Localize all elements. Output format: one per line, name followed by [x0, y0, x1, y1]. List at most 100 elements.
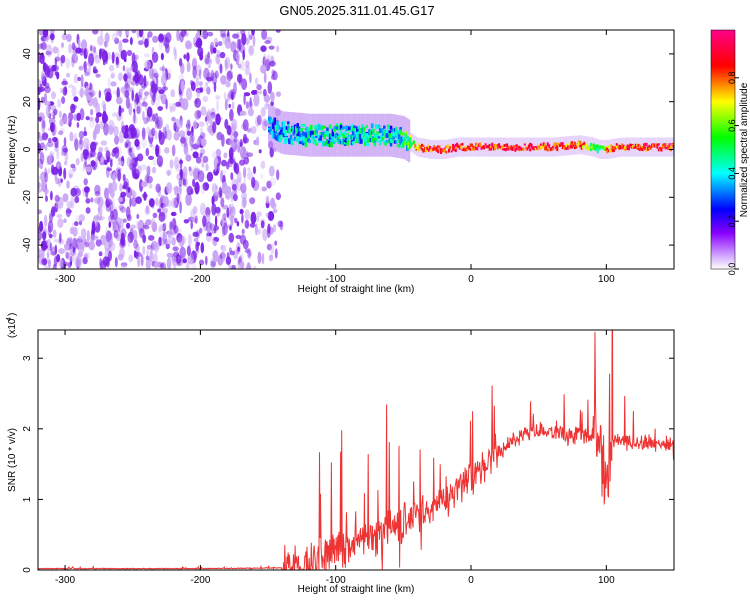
signal-cell [305, 131, 309, 137]
signal-cell [331, 136, 335, 142]
noise-speckle [264, 103, 269, 110]
noise-speckle [235, 179, 243, 192]
signal-halo [596, 139, 600, 159]
noise-speckle [161, 93, 167, 105]
noise-speckle [41, 119, 46, 129]
noise-speckle [192, 151, 199, 159]
signal-cell [649, 146, 652, 150]
noise-speckle [180, 137, 186, 144]
noise-speckle [85, 166, 92, 173]
signal-cell [338, 139, 341, 143]
signal-cell [274, 129, 278, 135]
noise-speckle [171, 253, 177, 266]
signal-cell [389, 125, 393, 130]
noise-speckle [73, 221, 79, 227]
noise-speckle [38, 30, 45, 36]
noise-speckle [136, 129, 141, 138]
noise-speckle [66, 33, 72, 43]
signal-cell [360, 138, 363, 144]
signal-cell [554, 146, 557, 150]
noise-speckle [253, 265, 257, 269]
noise-speckle [131, 89, 134, 102]
noise-speckle [258, 227, 263, 235]
noise-speckle [144, 206, 151, 216]
noise-speckle [192, 120, 198, 130]
noise-speckle [91, 244, 95, 251]
signal-cell [334, 125, 337, 129]
signal-cell [362, 127, 366, 131]
noise-speckle [172, 258, 177, 269]
noise-speckle [79, 48, 84, 56]
signal-cell [285, 126, 289, 130]
signal-cell [511, 148, 514, 151]
signal-cell [282, 130, 286, 135]
noise-speckle [191, 125, 194, 136]
noise-speckle [118, 40, 123, 54]
signal-cell [342, 126, 345, 129]
signal-cell [400, 143, 404, 148]
y-tick-label: 1 [22, 496, 33, 502]
noise-speckle [134, 91, 142, 100]
signal-cell [449, 146, 452, 150]
signal-cell [607, 145, 610, 149]
signal-cell [397, 133, 401, 140]
noise-speckle [85, 198, 91, 204]
signal-cell [315, 143, 318, 146]
signal-cell [476, 143, 479, 147]
signal-cell [284, 138, 287, 143]
noise-speckle [142, 111, 145, 121]
noise-speckle [44, 101, 51, 106]
signal-cell [622, 144, 625, 148]
noise-speckle [95, 239, 102, 247]
signal-cell [671, 144, 674, 147]
signal-cell [307, 133, 310, 139]
noise-speckle [166, 200, 172, 208]
signal-cell [396, 132, 400, 139]
noise-speckle [56, 148, 60, 160]
noise-speckle [258, 149, 262, 154]
noise-speckle [69, 131, 74, 142]
signal-cell [465, 147, 468, 152]
noise-speckle [105, 53, 108, 65]
noise-speckle [171, 116, 176, 122]
noise-speckle [84, 241, 90, 248]
noise-speckle [92, 30, 99, 35]
signal-halo [268, 104, 271, 148]
signal-cell [383, 129, 386, 133]
signal-cell [392, 133, 395, 137]
signal-cell [488, 143, 491, 148]
signal-cell [408, 135, 412, 139]
noise-speckle [196, 139, 200, 146]
noise-speckle [78, 137, 84, 151]
signal-cell [308, 130, 312, 136]
x-tick-label: 100 [598, 274, 615, 285]
noise-speckle [38, 142, 42, 155]
noise-speckle [260, 64, 267, 74]
noise-speckle [115, 56, 119, 66]
signal-cell [527, 145, 530, 149]
noise-speckle [211, 195, 215, 206]
signal-cell [437, 145, 440, 148]
noise-speckle [155, 241, 160, 250]
noise-speckle [242, 137, 249, 144]
signal-cell [645, 147, 648, 152]
signal-cell [503, 144, 506, 147]
signal-cell [293, 130, 297, 134]
signal-cell [439, 150, 442, 154]
signal-cell [431, 148, 434, 152]
noise-speckle [46, 141, 54, 148]
noise-speckle [40, 70, 46, 82]
x-tick-label: -200 [190, 575, 210, 586]
noise-speckle [95, 73, 101, 78]
noise-speckle [175, 164, 180, 172]
noise-speckle [129, 197, 132, 208]
signal-cell [397, 140, 401, 143]
noise-speckle [148, 67, 154, 79]
noise-speckle [130, 224, 137, 229]
signal-cell [408, 138, 412, 145]
noise-speckle [262, 56, 270, 66]
noise-speckle [40, 42, 47, 50]
signal-cell [350, 139, 354, 146]
signal-cell [277, 125, 280, 131]
